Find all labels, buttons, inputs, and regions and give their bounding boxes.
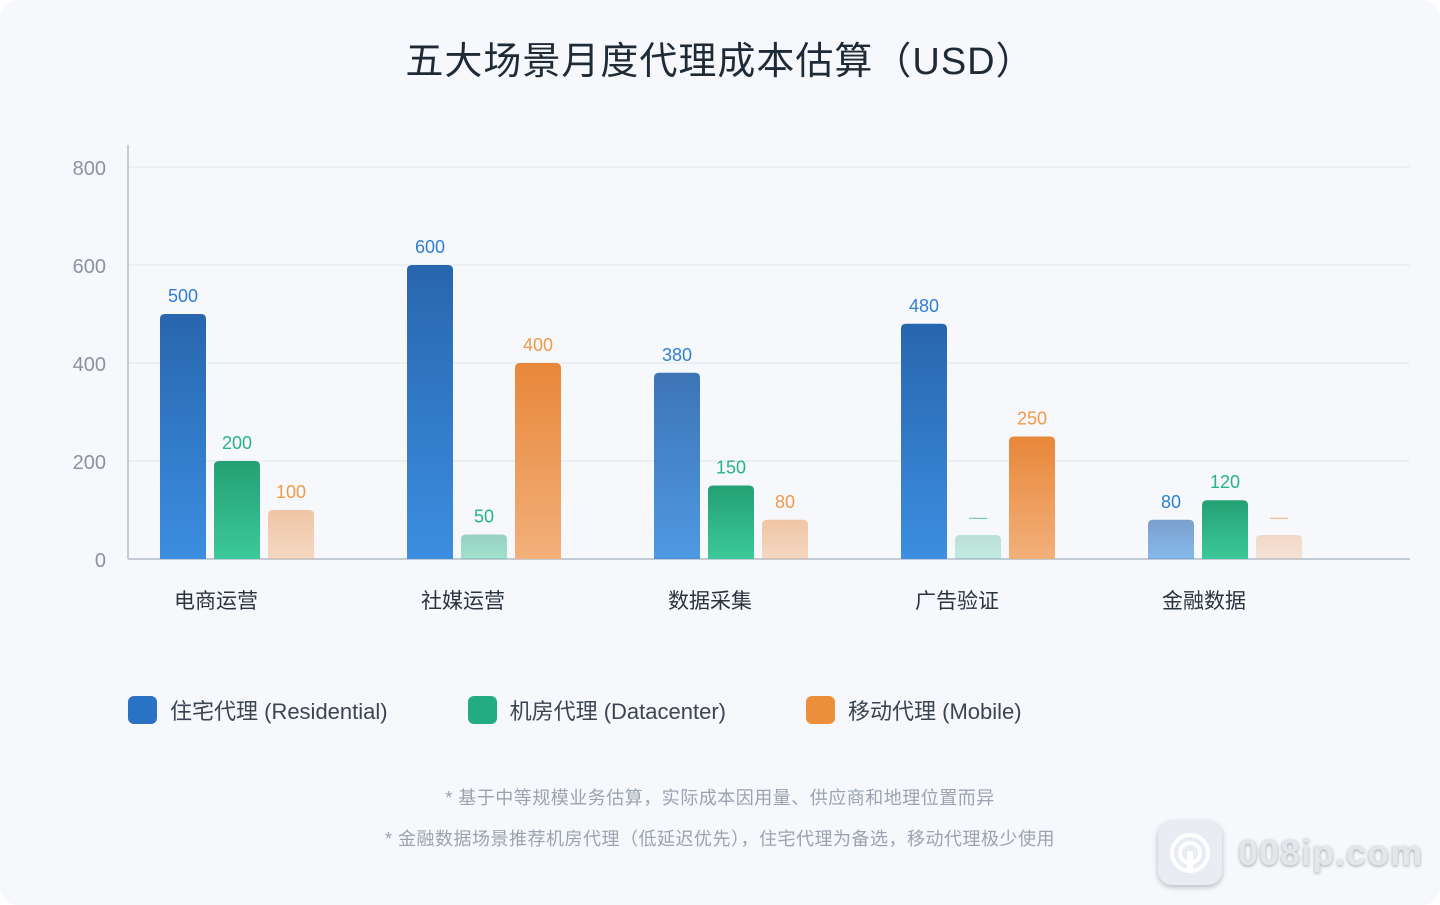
x-tick-label: 社媒运营 xyxy=(421,590,505,613)
data-label-datacenter-3: 150 xyxy=(716,458,746,478)
data-label-residential-1: 500 xyxy=(168,286,198,306)
y-tick-label: 0 xyxy=(95,550,106,572)
data-label-mobile-1: 100 xyxy=(276,482,306,502)
bar-residential-1[interactable] xyxy=(160,314,206,559)
footnote-2: * 金融数据场景推荐机房代理（低延迟优先），住宅代理为备选，移动代理极少使用 xyxy=(384,829,1055,849)
bar-residential-3[interactable] xyxy=(654,372,700,559)
bar-residential-2[interactable] xyxy=(407,265,453,559)
legend-item-datacenter[interactable]: 机房代理 (Datacenter) xyxy=(467,694,726,726)
data-label-residential-5: 80 xyxy=(1161,492,1181,512)
y-tick-label: 600 xyxy=(73,256,106,278)
legend-label-datacenter: 机房代理 (Datacenter) xyxy=(509,699,726,724)
bar-mobile-3[interactable] xyxy=(762,519,808,559)
data-label-mobile-4: 250 xyxy=(1017,409,1047,429)
x-tick-label: 电商运营 xyxy=(174,590,258,613)
data-label-datacenter-2: 50 xyxy=(474,507,494,527)
chart-title: 五大场景月度代理成本估算（USD） xyxy=(405,41,1035,83)
legend-item-residential[interactable]: 住宅代理 (Residential) xyxy=(128,694,388,726)
data-label-residential-4: 480 xyxy=(909,296,939,316)
signal-broadcast-icon xyxy=(1158,821,1222,885)
footnote-1: * 基于中等规模业务估算，实际成本因用量、供应商和地理位置而异 xyxy=(445,788,995,808)
data-label-mobile-3: 80 xyxy=(775,492,795,512)
y-tick-label: 400 xyxy=(73,354,106,376)
x-tick-label: 广告验证 xyxy=(915,590,999,613)
bar-residential-5[interactable] xyxy=(1148,519,1194,559)
bar-datacenter-1[interactable] xyxy=(214,461,260,559)
data-label-residential-3: 380 xyxy=(662,345,692,365)
bar-datacenter-3[interactable] xyxy=(708,485,754,560)
legend: 住宅代理 (Residential) 机房代理 (Datacenter) 移动代… xyxy=(128,694,1102,726)
y-tick-label: 800 xyxy=(73,158,106,180)
watermark-text: 008ip.com xyxy=(1238,832,1424,873)
legend-swatch-datacenter xyxy=(467,696,497,724)
bar-mobile-2[interactable] xyxy=(515,363,561,559)
bar-datacenter-2[interactable] xyxy=(461,534,507,560)
x-tick-label: 金融数据 xyxy=(1162,590,1246,613)
data-label-datacenter-1: 200 xyxy=(222,433,252,453)
bar-mobile-1[interactable] xyxy=(268,510,314,559)
data-label-mobile-2: 400 xyxy=(523,335,553,355)
bar-datacenter-5[interactable] xyxy=(1202,500,1248,559)
x-tick-label: 数据采集 xyxy=(668,590,752,613)
legend-label-residential: 住宅代理 (Residential) xyxy=(170,699,388,724)
data-label-datacenter-5: 120 xyxy=(1210,472,1240,492)
bar-datacenter-4[interactable] xyxy=(955,535,1001,559)
legend-item-mobile[interactable]: 移动代理 (Mobile) xyxy=(806,694,1022,726)
legend-swatch-residential xyxy=(128,696,157,724)
bar-mobile-5[interactable] xyxy=(1256,535,1302,559)
data-label-mobile-5: — xyxy=(1270,507,1288,527)
data-label-residential-2: 600 xyxy=(415,237,445,257)
bar-mobile-4[interactable] xyxy=(1009,436,1055,560)
bar-residential-4[interactable] xyxy=(901,323,947,559)
y-tick-label: 200 xyxy=(73,452,106,474)
legend-label-mobile: 移动代理 (Mobile) xyxy=(848,699,1022,724)
data-label-datacenter-4: — xyxy=(969,507,987,527)
watermark: 008ip.com xyxy=(1158,820,1423,886)
bar-chart: 0 200 400 600 800 500 200 100 电商运营 600 50 400 社媒运营 38… xyxy=(73,145,1410,613)
legend-swatch-mobile xyxy=(806,696,835,724)
